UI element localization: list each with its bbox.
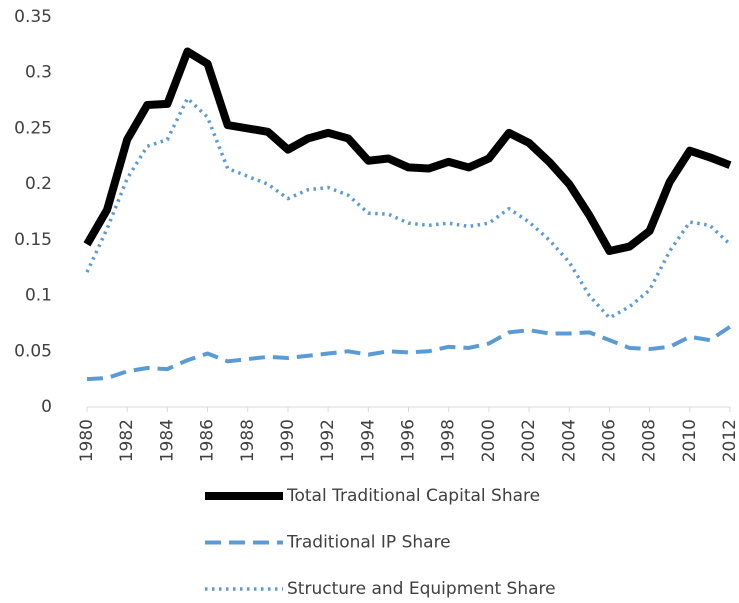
- x-tick-label: 1990: [278, 419, 298, 462]
- x-tick-label: 2010: [680, 419, 700, 462]
- y-tick-label: 0.15: [14, 230, 52, 250]
- x-tick-label: 2002: [519, 419, 539, 462]
- x-tick-label: 1982: [117, 419, 137, 462]
- x-tick-label: 1980: [77, 419, 97, 462]
- y-tick-label: 0: [41, 397, 52, 417]
- x-tick-label: 1992: [318, 419, 338, 462]
- legend-label: Structure and Equipment Share: [287, 579, 556, 599]
- x-tick-label: 1996: [399, 419, 419, 462]
- y-tick-label: 0.35: [14, 7, 52, 27]
- x-tick-label: 2000: [479, 419, 499, 462]
- x-tick-label: 2006: [599, 419, 619, 462]
- y-tick-label: 0.25: [14, 118, 52, 138]
- x-tick-label: 2004: [559, 419, 579, 462]
- y-tick-label: 0.1: [25, 286, 52, 306]
- x-tick-label: 1998: [439, 419, 459, 462]
- series-line: [83, 47, 732, 255]
- y-tick-label: 0.3: [25, 63, 52, 83]
- series-line: [86, 325, 732, 382]
- y-tick-label: 0.2: [25, 174, 52, 194]
- legend-label: Traditional IP Share: [286, 533, 451, 553]
- x-tick-label: 2008: [640, 419, 660, 462]
- x-tick-label: 1986: [198, 419, 218, 462]
- legend-label: Total Traditional Capital Share: [286, 486, 540, 506]
- x-tick-label: 1984: [157, 419, 177, 462]
- series-line: [85, 96, 732, 320]
- x-tick-label: 1994: [358, 419, 378, 462]
- x-tick-label: 2012: [720, 419, 739, 462]
- y-tick-label: 0.05: [14, 341, 52, 361]
- x-tick-label: 1988: [238, 419, 258, 462]
